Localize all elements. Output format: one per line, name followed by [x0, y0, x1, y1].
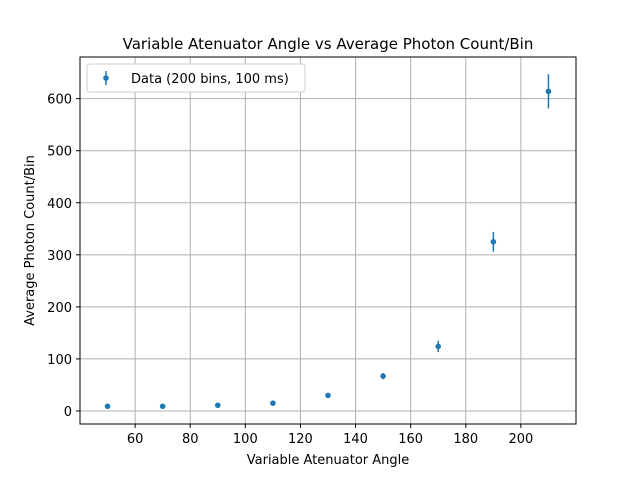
axes-frame — [79, 56, 577, 425]
legend-entry-label: Data (200 bins, 100 ms) — [131, 72, 289, 87]
chart-title: Variable Atenuator Angle vs Average Phot… — [123, 35, 534, 53]
x-tick-label: 180 — [453, 432, 478, 447]
data-point — [490, 239, 497, 245]
data-point — [159, 403, 166, 410]
data-point — [104, 403, 111, 410]
y-tick-label: 400 — [47, 197, 72, 212]
y-tick-label: 100 — [47, 353, 72, 368]
grid-layer — [80, 57, 576, 424]
data-point — [270, 400, 276, 406]
legend-marker — [103, 75, 109, 81]
x-axis-label: Variable Atenuator Angle — [247, 453, 410, 468]
data-layer — [104, 74, 552, 410]
y-tick-label: 300 — [47, 249, 72, 264]
data-point — [380, 373, 386, 379]
x-tick-label: 100 — [233, 432, 258, 447]
x-tick-label: 160 — [398, 432, 423, 447]
tick-layer: 60 80 100 120 140 160 180 200 0 100 200 300 400 500 60… — [47, 93, 533, 447]
data-point — [214, 402, 221, 409]
y-tick-label: 600 — [47, 93, 72, 108]
x-tick-label: 140 — [343, 432, 368, 447]
data-point — [435, 343, 442, 350]
y-axis-label: Average Photon Count/Bin — [23, 155, 38, 326]
data-point — [325, 392, 331, 399]
y-tick-label: 500 — [47, 145, 72, 160]
x-tick-label: 60 — [127, 432, 144, 447]
legend-box — [86, 63, 306, 93]
x-tick-label: 80 — [182, 432, 199, 447]
x-tick-label: 120 — [288, 432, 313, 447]
y-tick-label: 0 — [64, 405, 72, 420]
data-point — [545, 88, 552, 95]
legend: Data (200 bins, 100 ms) — [86, 63, 306, 93]
x-tick-label: 200 — [508, 432, 533, 447]
y-tick-label: 200 — [47, 301, 72, 316]
